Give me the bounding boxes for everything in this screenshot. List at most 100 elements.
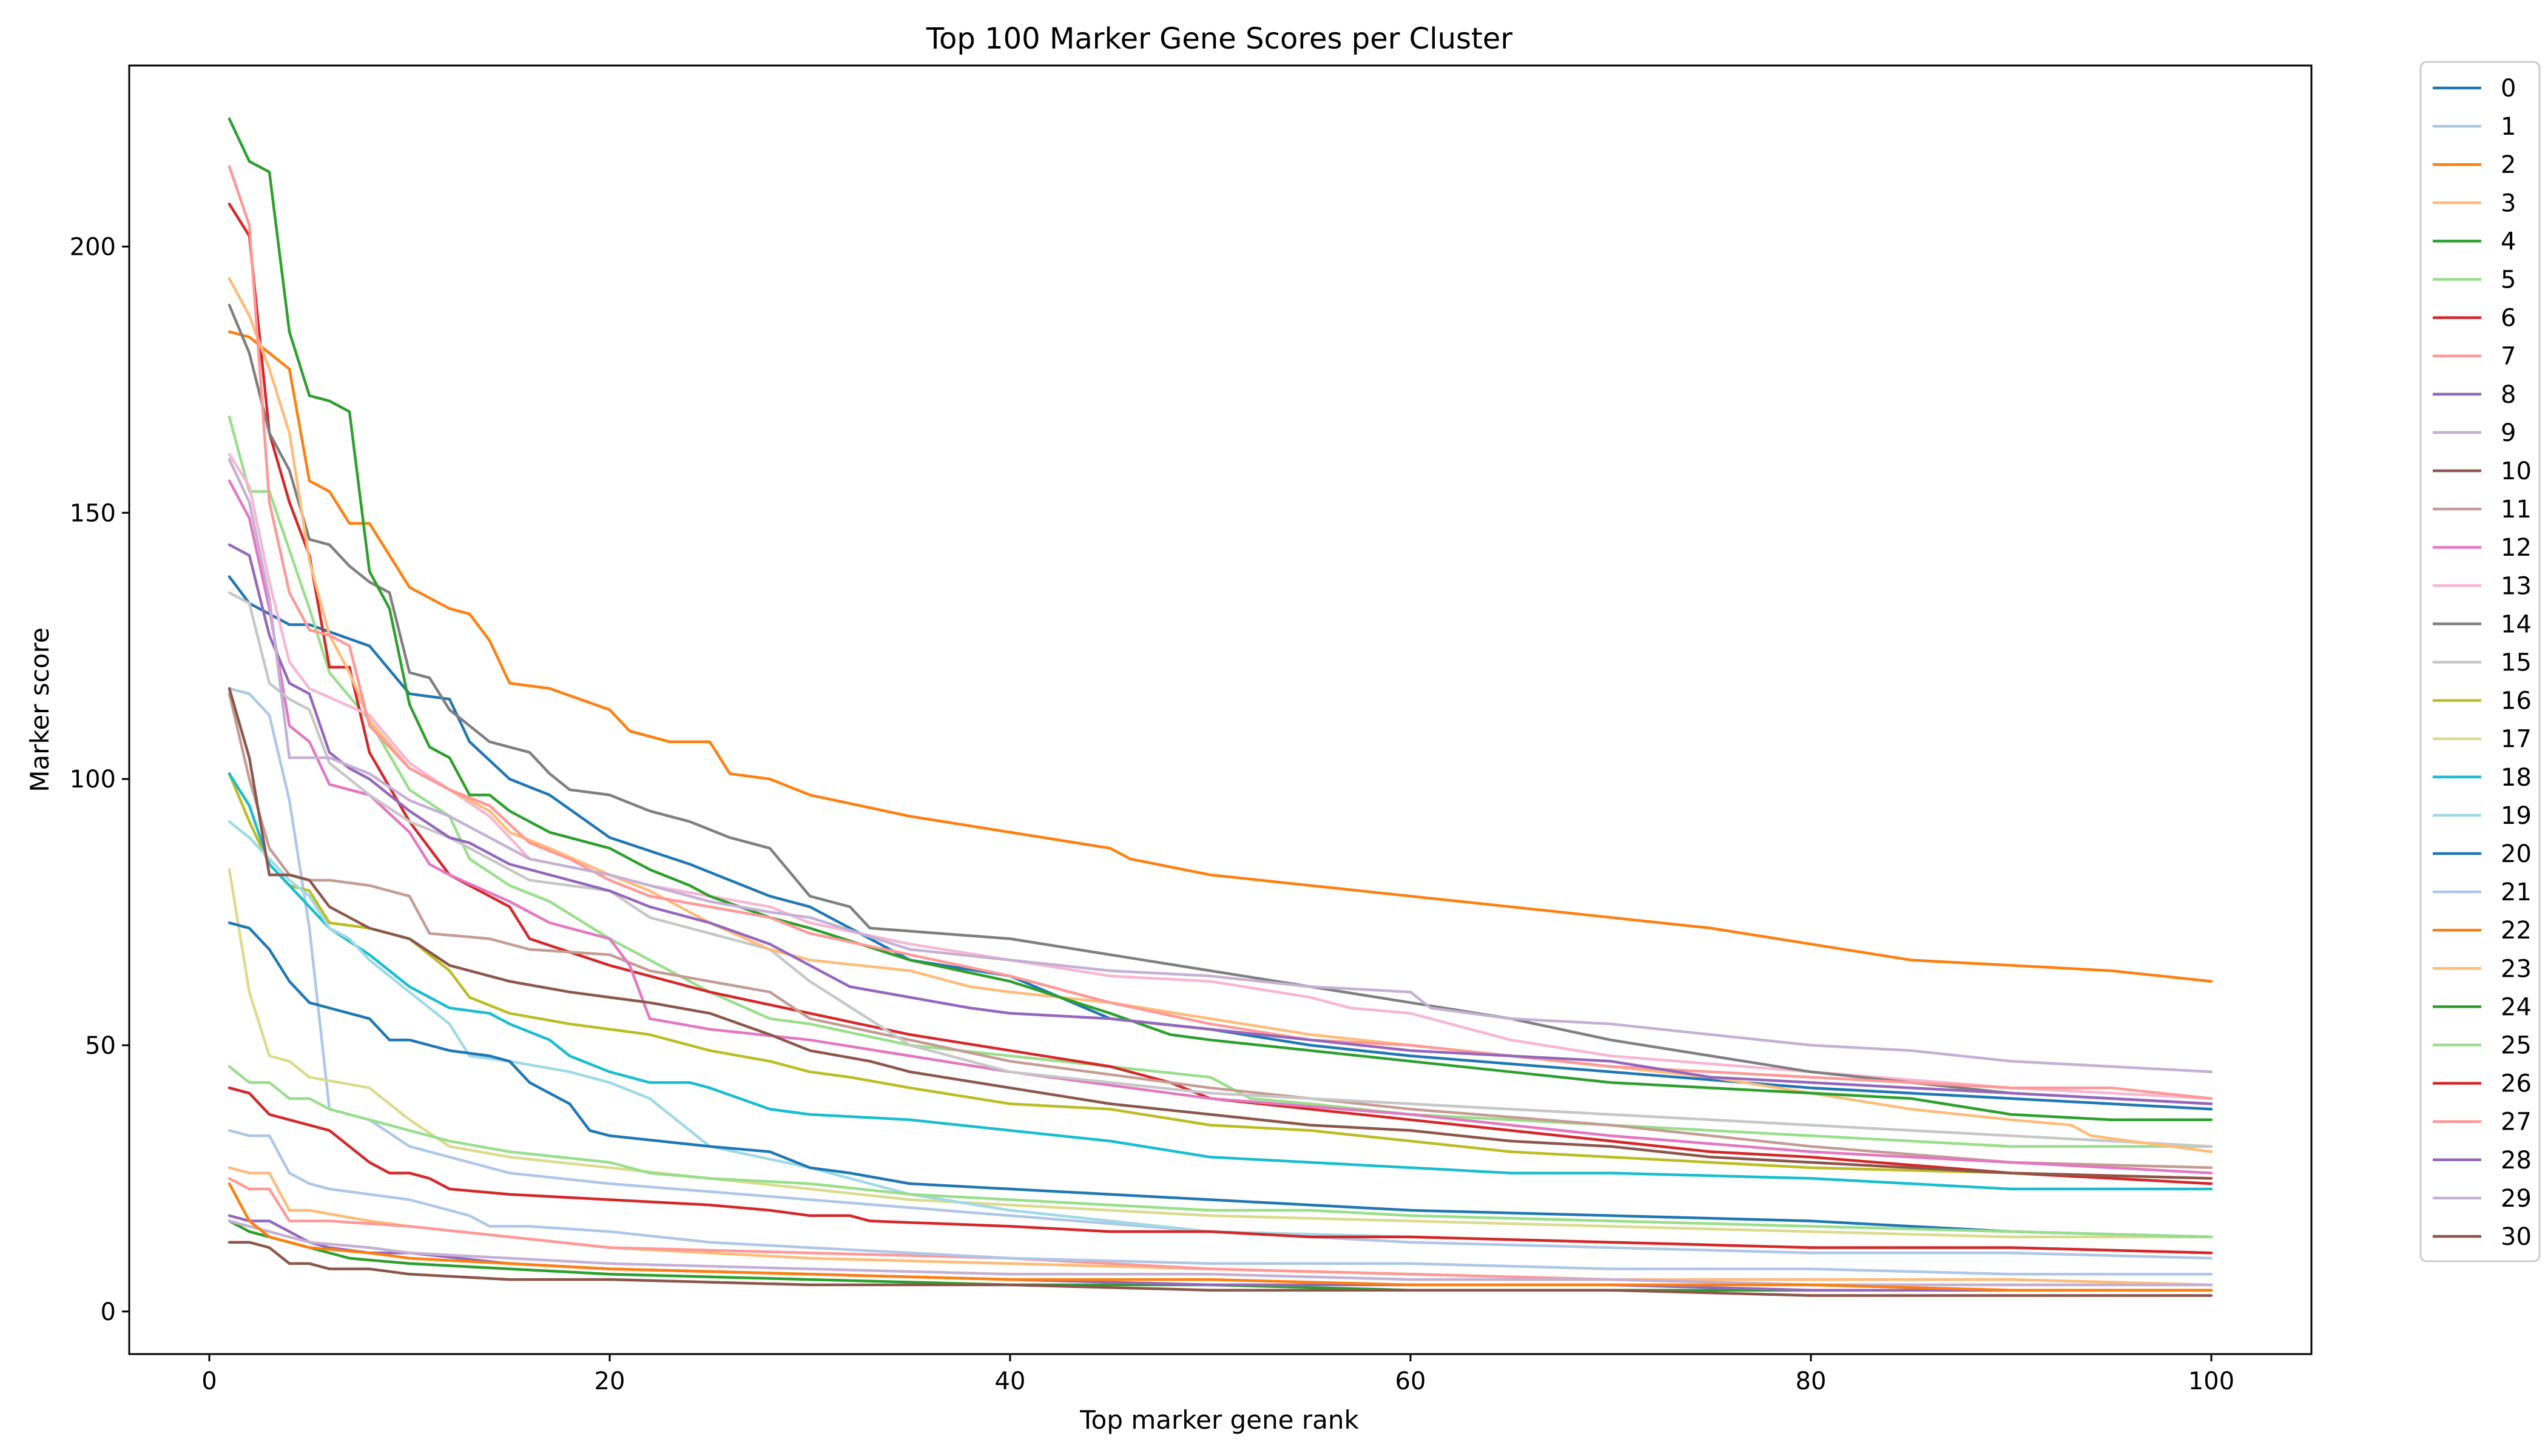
legend-entry-11: 11 [2433, 496, 2532, 524]
y-axis-label: Marker score [25, 627, 55, 792]
legend-label: 13 [2501, 572, 2532, 600]
series-line-6 [228, 202, 2213, 1185]
x-tick-label: 0 [201, 1367, 217, 1395]
legend-label: 23 [2501, 955, 2532, 983]
legend-entry-30: 30 [2433, 1223, 2532, 1251]
series-line-23 [228, 277, 2213, 1153]
series-line-22 [228, 1182, 2213, 1292]
legend-entry-25: 25 [2433, 1032, 2532, 1060]
legend-label: 29 [2501, 1185, 2532, 1213]
legend-entry-7: 7 [2433, 343, 2516, 371]
legend-entry-15: 15 [2433, 649, 2532, 677]
legend-label: 9 [2501, 419, 2516, 447]
series-line-16 [228, 772, 2213, 1180]
series-line-27 [228, 165, 2213, 1100]
legend-entry-28: 28 [2433, 1147, 2532, 1175]
legend-label: 26 [2501, 1070, 2532, 1098]
series-line-14 [228, 303, 2213, 1105]
legend-entry-26: 26 [2433, 1070, 2532, 1098]
y-tick-label: 100 [70, 766, 116, 794]
legend-entry-5: 5 [2433, 266, 2516, 294]
legend-entry-24: 24 [2433, 993, 2532, 1021]
legend-label: 21 [2501, 878, 2532, 906]
legend-label: 12 [2501, 534, 2532, 562]
x-tick-label: 100 [2188, 1367, 2234, 1395]
legend-entry-14: 14 [2433, 610, 2532, 638]
series-line-20 [228, 921, 2213, 1239]
series-line-12 [228, 479, 2213, 1175]
legend-entry-2: 2 [2433, 151, 2516, 179]
legend-entry-16: 16 [2433, 687, 2532, 715]
x-axis-label: Top marker gene rank [1079, 1405, 1359, 1435]
legend-label: 2 [2501, 151, 2516, 179]
legend-entry-3: 3 [2433, 189, 2516, 217]
legend-label: 20 [2501, 840, 2532, 868]
legend-entry-6: 6 [2433, 305, 2516, 332]
legend-entries: 0123456789101112131415161718192021222324… [2433, 75, 2532, 1251]
legend-label: 3 [2501, 189, 2516, 217]
legend-label: 15 [2501, 649, 2532, 677]
legend-label: 28 [2501, 1147, 2532, 1175]
series-line-30 [228, 687, 2213, 1180]
legend-entry-22: 22 [2433, 917, 2532, 945]
legend-label: 4 [2501, 228, 2516, 255]
plot-area-frame [128, 64, 2313, 1355]
legend-entry-18: 18 [2433, 764, 2532, 792]
legend-entry-10: 10 [2433, 457, 2532, 485]
legend: 0123456789101112131415161718192021222324… [2419, 61, 2541, 1262]
x-tick-label: 80 [1796, 1367, 1827, 1395]
legend-entry-23: 23 [2433, 955, 2532, 983]
legend-label: 17 [2501, 726, 2532, 753]
legend-label: 19 [2501, 802, 2532, 830]
series-line-13 [228, 453, 2213, 1100]
legend-label: 16 [2501, 687, 2532, 715]
legend-label: 14 [2501, 610, 2532, 638]
legend-label: 6 [2501, 305, 2516, 332]
legend-entry-17: 17 [2433, 726, 2532, 753]
y-tick-label: 200 [70, 233, 116, 261]
series-line-19 [228, 820, 2213, 1255]
series-line-25 [228, 1065, 2213, 1239]
y-tick-label: 50 [85, 1032, 116, 1060]
series-line-17 [228, 868, 2213, 1239]
legend-label: 7 [2501, 343, 2516, 371]
x-axis-ticks: 0 20 40 60 80 100 [201, 1354, 2234, 1395]
series-line-5 [228, 416, 2213, 1148]
legend-entry-0: 0 [2433, 75, 2516, 103]
legend-label: 22 [2501, 917, 2532, 945]
series-line-9 [228, 1219, 2213, 1287]
series-line-11 [228, 692, 2213, 1170]
x-tick-label: 20 [595, 1367, 625, 1395]
legend-label: 10 [2501, 457, 2532, 485]
series-line-1 [228, 687, 2213, 1260]
series-lines [228, 117, 2213, 1297]
y-tick-label: 0 [101, 1298, 116, 1326]
legend-entry-29: 29 [2433, 1185, 2532, 1213]
legend-label: 8 [2501, 381, 2516, 409]
legend-entry-9: 9 [2433, 419, 2516, 447]
series-line-24 [228, 117, 2213, 1122]
legend-entry-21: 21 [2433, 878, 2532, 906]
legend-label: 30 [2501, 1223, 2532, 1251]
legend-entry-27: 27 [2433, 1108, 2532, 1136]
legend-entry-1: 1 [2433, 113, 2516, 141]
y-axis-ticks: 0 50 100 150 200 [70, 233, 129, 1326]
legend-label: 24 [2501, 993, 2532, 1021]
x-tick-label: 40 [995, 1367, 1026, 1395]
series-line-2 [228, 330, 2213, 983]
series-line-10 [228, 1241, 2213, 1297]
series-line-21 [228, 1129, 2213, 1276]
series-line-26 [228, 1086, 2213, 1255]
legend-label: 18 [2501, 764, 2532, 792]
legend-label: 11 [2501, 496, 2532, 524]
legend-label: 25 [2501, 1032, 2532, 1060]
legend-label: 1 [2501, 113, 2516, 141]
y-tick-label: 150 [70, 499, 116, 527]
legend-label: 0 [2501, 75, 2516, 103]
legend-entry-19: 19 [2433, 802, 2532, 830]
legend-entry-20: 20 [2433, 840, 2532, 868]
legend-entry-8: 8 [2433, 381, 2516, 409]
series-line-15 [228, 591, 2213, 1148]
